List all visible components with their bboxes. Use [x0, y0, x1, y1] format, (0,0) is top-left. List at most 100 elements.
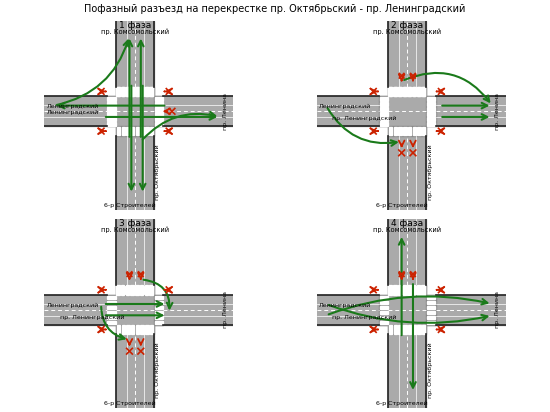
Bar: [116, 87, 120, 96]
Bar: [107, 107, 116, 111]
Bar: [403, 286, 406, 294]
Text: пр. Ленинградский: пр. Ленинградский: [59, 315, 124, 320]
Bar: [122, 127, 125, 135]
Bar: [403, 325, 406, 334]
Bar: [135, 87, 139, 96]
Text: пр. Октябрьский: пр. Октябрьский: [427, 144, 432, 199]
Bar: [427, 122, 435, 126]
Bar: [126, 286, 130, 294]
Bar: [393, 285, 397, 295]
Bar: [427, 311, 435, 314]
Bar: [388, 126, 426, 136]
Bar: [107, 295, 116, 325]
Bar: [131, 286, 134, 294]
Bar: [121, 285, 124, 295]
Bar: [427, 117, 435, 121]
Bar: [155, 107, 163, 111]
Bar: [116, 96, 154, 126]
Text: Ленинградский: Ленинградский: [318, 302, 371, 308]
Bar: [388, 126, 426, 210]
Bar: [388, 325, 426, 334]
Bar: [317, 295, 388, 325]
Bar: [403, 127, 406, 135]
Bar: [412, 87, 416, 96]
Bar: [379, 306, 388, 309]
Bar: [107, 316, 116, 319]
Bar: [140, 325, 144, 334]
Bar: [426, 295, 505, 325]
Bar: [412, 286, 416, 294]
Bar: [389, 325, 392, 334]
Bar: [422, 286, 426, 294]
Bar: [398, 127, 402, 135]
Bar: [427, 112, 435, 116]
Text: пр. Комсомольский: пр. Комсомольский: [373, 28, 441, 35]
Bar: [145, 286, 149, 294]
Bar: [417, 87, 421, 96]
Bar: [421, 87, 425, 96]
Bar: [135, 285, 139, 295]
Bar: [394, 127, 397, 135]
Bar: [379, 96, 388, 126]
Text: пр. Комсомольский: пр. Комсомольский: [101, 28, 169, 35]
Bar: [389, 127, 392, 135]
Text: пр. Октябрьский: пр. Октябрьский: [427, 342, 432, 398]
Bar: [154, 295, 163, 325]
Text: 2 фаза: 2 фаза: [391, 21, 424, 30]
Bar: [398, 87, 402, 96]
Bar: [131, 127, 134, 135]
Bar: [422, 127, 426, 135]
Text: пр. Ленина: пр. Ленина: [223, 93, 228, 130]
Text: 6-р Строителей: 6-р Строителей: [376, 202, 427, 208]
Bar: [388, 87, 392, 96]
Text: 6-р Строителей: 6-р Строителей: [103, 401, 155, 406]
Bar: [149, 87, 153, 96]
Bar: [121, 87, 124, 96]
Text: Ленинградский: Ленинградский: [46, 104, 98, 109]
Bar: [422, 87, 426, 96]
Bar: [427, 306, 435, 309]
Bar: [393, 87, 397, 96]
Bar: [107, 102, 116, 105]
Bar: [388, 21, 426, 96]
Bar: [388, 285, 392, 295]
Bar: [136, 286, 139, 294]
Bar: [398, 325, 402, 334]
Bar: [403, 285, 406, 295]
Text: 6-р Строителей: 6-р Строителей: [376, 401, 427, 406]
Bar: [136, 87, 139, 96]
Bar: [107, 295, 116, 299]
Bar: [427, 321, 435, 324]
Bar: [155, 112, 163, 116]
Bar: [116, 87, 154, 96]
Bar: [379, 97, 388, 101]
Bar: [107, 112, 116, 116]
Text: пр. Ленинградский: пр. Ленинградский: [332, 315, 396, 320]
Bar: [426, 96, 436, 126]
Bar: [422, 325, 426, 334]
Bar: [126, 325, 130, 334]
Bar: [427, 97, 435, 101]
Bar: [126, 87, 129, 96]
Bar: [389, 87, 392, 96]
Bar: [136, 325, 139, 334]
Bar: [403, 87, 406, 96]
Bar: [412, 325, 416, 334]
Text: Ленинградский: Ленинградский: [46, 302, 98, 308]
Bar: [421, 285, 425, 295]
Text: пр. Ленинградский: пр. Ленинградский: [332, 116, 396, 122]
Bar: [379, 295, 388, 299]
Text: 3 фаза: 3 фаза: [119, 219, 151, 228]
Text: пр. Октябрьский: пр. Октябрьский: [155, 342, 161, 398]
Bar: [117, 87, 120, 96]
Bar: [427, 316, 435, 319]
Bar: [155, 311, 163, 314]
Bar: [107, 306, 116, 309]
Bar: [122, 325, 125, 334]
Bar: [317, 96, 388, 126]
Bar: [150, 87, 153, 96]
Bar: [117, 127, 120, 135]
Bar: [417, 325, 421, 334]
Bar: [388, 96, 426, 126]
Bar: [116, 285, 154, 295]
